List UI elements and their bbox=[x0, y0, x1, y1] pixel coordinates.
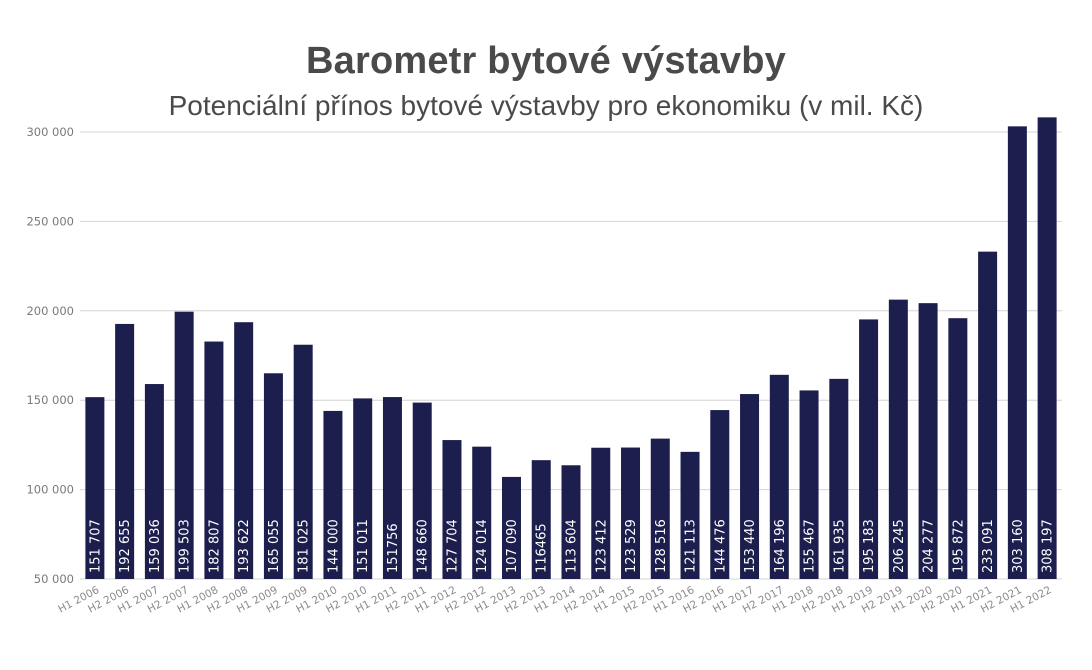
bar-value-label: 113 604 bbox=[565, 519, 580, 573]
bar bbox=[382, 397, 402, 579]
bar-value-label: 164 196 bbox=[773, 519, 788, 573]
bar-value-label: 144 476 bbox=[713, 519, 728, 573]
bar-value-label: 303 160 bbox=[1011, 519, 1026, 573]
bar bbox=[978, 251, 998, 579]
bar-value-label: 107 090 bbox=[505, 519, 520, 573]
y-tick-label: 250 000 bbox=[26, 214, 74, 228]
bar bbox=[412, 402, 432, 579]
bar-value-label: 127 704 bbox=[445, 519, 460, 573]
bar bbox=[948, 318, 968, 579]
bar bbox=[621, 447, 641, 579]
y-tick-label: 50 000 bbox=[34, 572, 74, 586]
bar bbox=[115, 323, 135, 579]
y-tick-label: 100 000 bbox=[26, 483, 74, 497]
bar-value-label: 128 516 bbox=[654, 519, 669, 573]
bar-value-label: 195 183 bbox=[862, 519, 877, 573]
bar bbox=[174, 311, 194, 579]
bar bbox=[680, 451, 700, 579]
bar-value-label: 148 660 bbox=[416, 519, 431, 573]
chart-subtitle: Potenciální přínos bytové výstavby pro e… bbox=[168, 90, 924, 121]
bar-value-label: 182 807 bbox=[207, 519, 222, 573]
bar-value-label: 159 036 bbox=[148, 519, 163, 573]
bar bbox=[710, 410, 730, 579]
bar bbox=[472, 446, 492, 579]
bar-value-label: 206 245 bbox=[892, 519, 907, 573]
bar bbox=[353, 398, 373, 579]
bar bbox=[1007, 126, 1027, 580]
y-tick-label: 300 000 bbox=[26, 125, 74, 139]
bar-value-label: 165 055 bbox=[267, 519, 282, 573]
bar bbox=[591, 447, 611, 579]
bar bbox=[204, 341, 224, 579]
bar-value-label: 195 872 bbox=[951, 519, 966, 573]
bar-value-label: 153 440 bbox=[743, 519, 758, 573]
bar bbox=[1037, 117, 1057, 580]
bars bbox=[85, 117, 1057, 580]
bar-value-label: 193 622 bbox=[237, 519, 252, 573]
bar-value-label: 121 113 bbox=[684, 519, 699, 573]
bar-value-label: 308 197 bbox=[1041, 519, 1056, 573]
bar-value-label: 123 412 bbox=[594, 519, 609, 573]
bar bbox=[561, 465, 581, 579]
bar-value-label: 151756 bbox=[386, 523, 401, 573]
bar-value-label: 155 467 bbox=[803, 519, 818, 573]
bar-value-label: 204 277 bbox=[922, 519, 937, 573]
bar bbox=[501, 476, 521, 579]
bar bbox=[650, 438, 670, 579]
bar bbox=[263, 373, 283, 579]
y-tick-label: 150 000 bbox=[26, 393, 74, 407]
y-tick-label: 200 000 bbox=[26, 304, 74, 318]
bar bbox=[740, 394, 760, 579]
bar bbox=[799, 390, 819, 579]
bar bbox=[293, 344, 313, 579]
bar-value-label: 151 707 bbox=[88, 519, 103, 573]
bar bbox=[234, 322, 254, 579]
bar bbox=[442, 440, 462, 579]
bar bbox=[829, 378, 849, 579]
bar-value-label: 161 935 bbox=[832, 519, 847, 573]
y-axis-ticks: 50 000 100 000 150 000 200 000 250 000 300 00… bbox=[26, 125, 74, 586]
bar bbox=[769, 374, 789, 579]
chart-title: Barometr bytové výstavby bbox=[305, 40, 786, 82]
bar-value-label: 233 091 bbox=[981, 519, 996, 573]
bar bbox=[859, 319, 879, 579]
bar-value-label: 116465 bbox=[535, 523, 550, 573]
bar bbox=[531, 460, 551, 579]
bar-value-label: 144 000 bbox=[326, 519, 341, 573]
bar bbox=[144, 384, 164, 579]
bar-value-label: 124 014 bbox=[475, 519, 490, 573]
bar bbox=[918, 303, 938, 579]
bar bbox=[888, 299, 908, 579]
bar-value-label: 151 011 bbox=[356, 519, 371, 573]
bar bbox=[323, 410, 343, 579]
bar-value-label: 199 503 bbox=[178, 519, 193, 573]
bar-value-label: 123 529 bbox=[624, 519, 639, 573]
bar-value-label: 192 655 bbox=[118, 519, 133, 573]
value-labels: 151 707 192 655 159 036 199 503 182 807 193 6… bbox=[88, 519, 1055, 573]
bar bbox=[85, 397, 105, 579]
bar-value-label: 181 025 bbox=[297, 519, 312, 573]
